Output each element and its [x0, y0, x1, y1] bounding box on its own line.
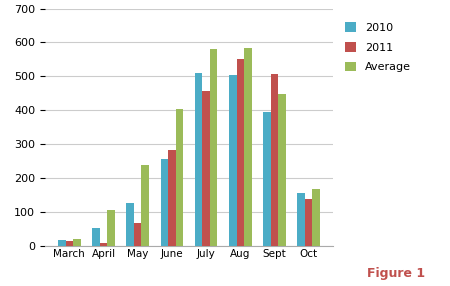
Bar	[237, 59, 244, 246]
Bar	[134, 223, 141, 246]
Bar	[278, 94, 286, 246]
Bar	[271, 74, 278, 246]
Bar	[141, 165, 149, 246]
Bar	[305, 199, 312, 246]
Bar	[312, 189, 320, 246]
Bar	[229, 75, 237, 246]
Bar	[210, 49, 217, 246]
Bar	[100, 243, 107, 246]
Bar	[66, 241, 73, 246]
Legend: 2010, 2011, Average: 2010, 2011, Average	[342, 19, 414, 76]
Bar	[73, 239, 81, 246]
Bar	[126, 202, 134, 246]
Text: Figure 1: Figure 1	[367, 267, 425, 280]
Bar	[202, 91, 210, 246]
Bar	[168, 150, 176, 246]
Bar	[297, 193, 305, 246]
Bar	[92, 228, 100, 246]
Bar	[195, 73, 202, 246]
Bar	[161, 160, 168, 246]
Bar	[107, 210, 115, 246]
Bar	[244, 47, 252, 246]
Bar	[58, 240, 66, 246]
Bar	[263, 112, 271, 246]
Bar	[176, 109, 183, 246]
